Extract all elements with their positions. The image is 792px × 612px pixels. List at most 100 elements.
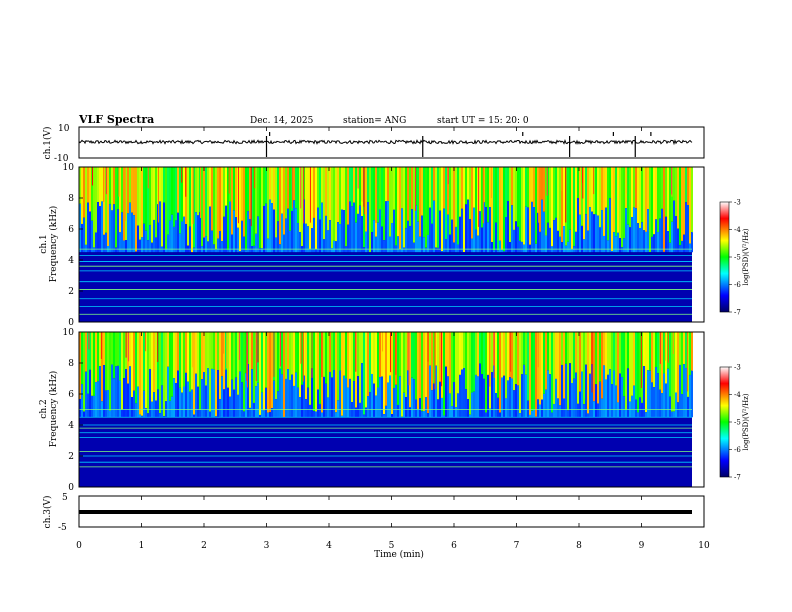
ch1-emission-fade <box>335 241 337 253</box>
ch1-emission-column <box>333 167 335 241</box>
ch2-emission-fade <box>83 411 85 418</box>
ch1-emission-fade <box>661 208 663 253</box>
ch1-emission-column <box>135 167 137 252</box>
ch1-emission-column <box>249 167 251 220</box>
ch1-emission-fade <box>449 234 451 253</box>
ch2-emission-column <box>205 332 207 386</box>
ch1-emission-fade <box>603 235 605 253</box>
ch1-emission-column <box>293 167 295 201</box>
ch1-emission-column <box>557 167 559 231</box>
ch2-emission-fade <box>273 380 275 418</box>
ch2-emission-fade <box>579 391 581 418</box>
ch1-emission-column <box>629 167 631 228</box>
ch1-emission-fade <box>173 226 175 253</box>
ch2-emission-fade <box>523 364 525 418</box>
ch2-emission-fade <box>253 402 255 418</box>
ch1-emission-fade <box>483 202 485 253</box>
ch1-ytick-top: 10 <box>58 124 70 134</box>
ch2-emission-column <box>375 332 377 396</box>
ch2-emission-column <box>681 332 683 395</box>
ch1-emission-column <box>311 167 313 229</box>
ch2-emission-fade <box>541 399 543 418</box>
ch2-emission-fade <box>333 370 335 418</box>
ch1-emission-fade <box>581 225 583 253</box>
ch2-emission-fade <box>123 378 125 418</box>
ch2-emission-fade <box>179 387 181 418</box>
ch2-emission-column <box>579 332 581 392</box>
ch1-emission-column <box>637 167 639 224</box>
ch2-emission-column <box>189 332 191 392</box>
ch2-emission-column <box>417 332 419 410</box>
ch1-emission-fade <box>475 229 477 253</box>
ch1-emission-column <box>189 167 191 227</box>
ch2-emission-fade <box>561 364 563 418</box>
ch1-emission-fade <box>671 221 673 253</box>
ch1-emission-column <box>561 167 563 243</box>
ch2-emission-fade <box>177 370 179 418</box>
ch1-emission-column <box>335 167 337 242</box>
ch2-emission-fade <box>665 383 667 418</box>
ch2-emission-fade <box>589 373 591 418</box>
ch2-emission-fade <box>305 399 307 418</box>
ch1-emission-fade <box>497 250 499 253</box>
ch1-emission-column <box>405 167 407 229</box>
ch2-emission-column <box>617 332 619 403</box>
ch1-emission-fade <box>273 209 275 253</box>
ch1-emission-column <box>339 167 341 225</box>
ch2-emission-column <box>175 332 177 384</box>
ch1-emission-fade <box>269 199 271 253</box>
ch2-emission-fade <box>499 412 501 418</box>
ch2-emission-fade <box>585 364 587 418</box>
ch1-emission-fade <box>179 233 181 253</box>
ch1-emission-fade <box>387 201 389 253</box>
ch1-emission-column <box>497 167 499 251</box>
ch1-emission-column <box>155 167 157 238</box>
ch2-emission-column <box>331 332 333 378</box>
ch2-emission-column <box>645 332 647 413</box>
ch2-emission-column <box>665 332 667 384</box>
time-tick-label: 8 <box>576 541 582 551</box>
ch2-emission-fade <box>247 364 249 418</box>
ch2-emission-column <box>229 332 231 397</box>
ch2-emission-fade <box>653 387 655 418</box>
ch1-emission-column <box>141 167 143 238</box>
ch2-emission-column <box>625 332 627 411</box>
ch2-emission-fade <box>231 379 233 418</box>
ch2-emission-fade <box>217 370 219 418</box>
ch2-emission-fade <box>155 400 157 418</box>
ch1-emission-column <box>85 167 87 245</box>
ch1-waveform-trace <box>78 132 693 157</box>
time-tick-label: 6 <box>451 541 457 551</box>
ch2-emission-fade <box>295 372 297 418</box>
ch2-emission-column <box>553 332 555 404</box>
ch2-emission-fade <box>143 390 145 418</box>
ch3-ytick-top: 5 <box>62 493 68 503</box>
ch2-emission-column <box>187 332 189 382</box>
ch1-emission-column <box>307 167 309 227</box>
ch2-emission-column <box>269 332 271 413</box>
ch2-emission-fade <box>285 378 287 418</box>
ch2-emission-column <box>209 332 211 412</box>
ch2-emission-fade <box>385 405 387 418</box>
ch2-ytick-label: 10 <box>63 328 75 338</box>
ch2-emission-fade <box>409 407 411 418</box>
ch1-emission-fade <box>165 249 167 253</box>
ch2-emission-column <box>293 332 295 386</box>
ch2-emission-fade <box>411 377 413 418</box>
ch2-emission-column <box>315 332 317 412</box>
ch1-emission-fade <box>249 219 251 253</box>
ch1-emission-fade <box>407 220 409 253</box>
ch1-noise-floor <box>79 252 692 322</box>
ch2-emission-column <box>105 332 107 391</box>
ch1-emission-column <box>503 167 505 252</box>
ch1-emission-fade <box>307 226 309 253</box>
ch1-emission-fade <box>329 220 331 253</box>
ch2-emission-column <box>473 332 475 392</box>
ch2-emission-column <box>173 332 175 379</box>
ch2-emission-fade <box>415 399 417 418</box>
ch1-ytick-label: 0 <box>68 318 74 328</box>
ch1-emission-column <box>583 167 585 240</box>
ch1-emission-fade <box>205 236 207 253</box>
ch1-emission-column <box>527 167 529 208</box>
